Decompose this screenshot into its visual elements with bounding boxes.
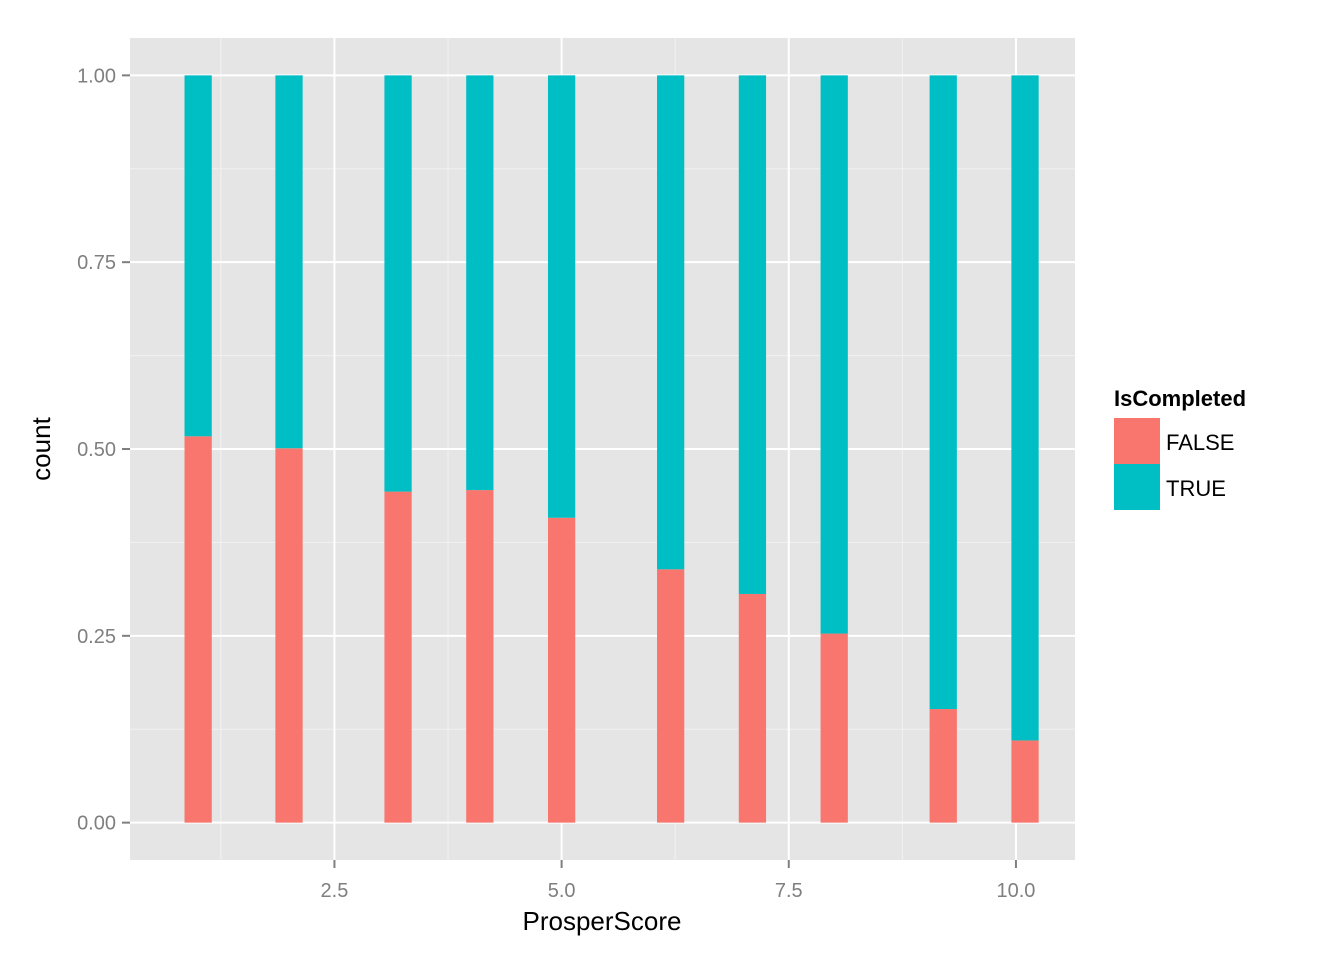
bar-false-0 [184,436,212,823]
bar-true-5 [657,75,685,570]
y-tick-label: 0.25 [77,626,116,648]
legend-key-false [1114,418,1160,464]
legend-title: IsCompleted [1114,386,1246,411]
y-axis: 0.00 0.25 0.50 0.75 1.00 [77,65,130,835]
bar-true-0 [184,75,212,437]
x-axis-title: ProsperScore [523,906,682,936]
bar-true-6 [738,75,767,594]
bar-false-7 [820,633,848,823]
bar-true-1 [275,75,303,449]
x-tick-label: 10.0 [996,880,1035,902]
legend-label-false: FALSE [1166,430,1234,455]
bar-true-7 [820,75,848,634]
y-tick-label: 1.00 [77,65,116,87]
x-axis: 2.5 5.0 7.5 10.0 [321,860,1035,902]
bar-true-4 [547,75,576,518]
bar-false-1 [275,448,303,823]
bar-false-2 [384,491,412,823]
y-tick-label: 0.75 [77,252,116,274]
legend-key-true [1114,464,1160,510]
bar-false-4 [547,517,576,823]
bar-true-2 [384,75,412,492]
x-tick-label: 7.5 [775,880,803,902]
bar-true-3 [466,75,494,491]
bar-false-8 [929,709,957,823]
bar-false-9 [1011,740,1039,823]
legend: IsCompleted FALSE TRUE [1114,386,1246,510]
y-tick-label: 0.00 [77,813,116,835]
bar-true-9 [1011,75,1039,741]
x-tick-label: 5.0 [548,880,576,902]
y-axis-title: count [26,416,56,480]
bars [184,75,1039,823]
y-tick-label: 0.50 [77,439,116,461]
legend-label-true: TRUE [1166,476,1226,501]
x-tick-label: 2.5 [321,880,349,902]
bar-false-6 [738,593,767,823]
bar-true-8 [929,75,957,710]
bar-false-3 [466,490,494,823]
bar-false-5 [657,569,685,823]
